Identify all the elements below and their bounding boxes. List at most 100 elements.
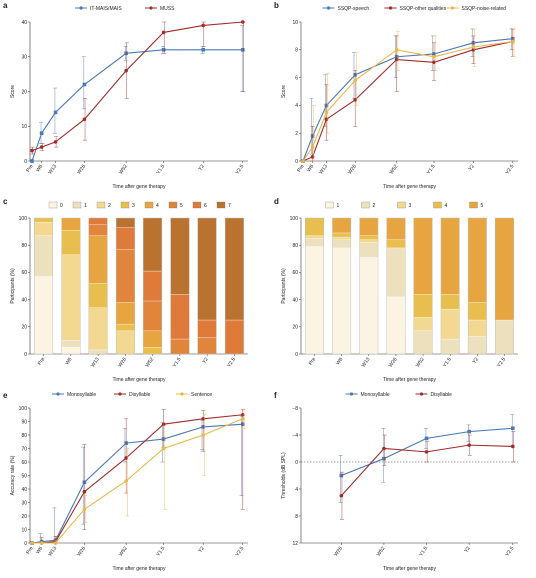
legend-swatch-d xyxy=(433,201,442,209)
series-b-2 xyxy=(301,28,517,163)
bar-segment xyxy=(305,238,324,247)
x-tick-label-d: Y2 xyxy=(472,357,481,366)
bar-stack-c-1 xyxy=(61,217,81,355)
y-tick-label-e: 60 xyxy=(21,460,27,466)
x-tick-label-e: Pre xyxy=(25,546,35,556)
y-tick-label-f: 8 xyxy=(295,514,298,520)
series-b-0 xyxy=(299,28,515,163)
bar-segment xyxy=(467,302,487,321)
bar-segment xyxy=(197,337,217,355)
x-tick-label-a: Y2 xyxy=(197,164,206,173)
x-tick-label-c: W26 xyxy=(117,357,128,369)
legend-swatch-d xyxy=(469,201,478,209)
data-point xyxy=(124,456,128,460)
x-tick-label-e: W13 xyxy=(47,546,58,558)
bar-segment xyxy=(359,239,379,243)
data-point xyxy=(82,82,87,87)
legend-swatch-c xyxy=(120,201,130,209)
bar-segment xyxy=(440,217,460,295)
x-tick-label-e: Y2 xyxy=(197,546,206,555)
bar-segment xyxy=(61,217,81,231)
series-line xyxy=(31,423,243,544)
bar-segment xyxy=(61,230,81,255)
bar-segment xyxy=(224,319,244,355)
legend-swatch-d xyxy=(361,201,370,209)
x-tick-label-b: W52 xyxy=(389,164,400,176)
bar-segment xyxy=(413,330,433,355)
y-tick-label-c: 40 xyxy=(21,297,27,303)
x-tick-label-d: Pre xyxy=(308,357,318,367)
x-tick-label-a: W26 xyxy=(76,164,87,176)
bar-segment xyxy=(386,247,406,298)
bar-segment xyxy=(440,338,460,355)
bar-segment xyxy=(413,294,433,318)
x-tick-label-d: Y2.5 xyxy=(496,357,507,369)
y-axis-label-a: Score xyxy=(10,85,16,98)
x-tick-label-e: Y1.5 xyxy=(155,546,166,558)
y-tick-label-f: 12 xyxy=(292,541,298,547)
y-tick-label-b: 10 xyxy=(292,20,298,26)
bar-stack-d-6 xyxy=(467,217,487,355)
data-point xyxy=(432,54,436,59)
legend-label-c: 4 xyxy=(156,203,159,209)
legend-marker-a xyxy=(149,6,153,10)
y-tick-label-c: 20 xyxy=(21,325,27,331)
y-tick-label-a: 0 xyxy=(24,159,27,165)
bar-outline xyxy=(467,217,487,355)
data-point xyxy=(310,155,315,159)
bar-stack-d-4 xyxy=(413,217,433,355)
y-tick-label-e: 90 xyxy=(21,419,27,425)
bar-segment xyxy=(359,242,379,258)
legend-label-c: 2 xyxy=(108,203,111,209)
data-point xyxy=(201,433,205,437)
data-point xyxy=(82,489,87,494)
y-axis-label-b: Score xyxy=(281,85,287,98)
y-tick-label-b: 2 xyxy=(295,131,298,137)
legend-label-d: 3 xyxy=(409,203,412,209)
bar-segment xyxy=(170,338,190,355)
bar-outline xyxy=(34,217,54,355)
series-f-0 xyxy=(338,414,515,503)
series-a-1 xyxy=(30,20,246,155)
data-point xyxy=(353,78,357,83)
legend-swatch-c xyxy=(48,201,58,209)
x-tick-label-a: W6 xyxy=(35,164,44,174)
bar-stack-d-2 xyxy=(359,217,379,355)
legend-swatch-c xyxy=(192,201,202,209)
legend-marker-a xyxy=(79,6,83,10)
bar-segment xyxy=(143,330,163,348)
data-point xyxy=(240,412,245,417)
x-tick-label-d: Y1.5 xyxy=(442,357,453,369)
bar-segment xyxy=(61,340,81,348)
x-axis-label-d: Time after gene therapy xyxy=(383,377,436,383)
panel-letter-a: a xyxy=(3,1,8,10)
data-point xyxy=(511,39,515,44)
bar-outline xyxy=(170,217,190,355)
data-point xyxy=(471,48,476,52)
series-line xyxy=(31,21,243,152)
bar-outline xyxy=(88,217,108,355)
bar-segment xyxy=(359,257,379,355)
x-tick-label-c: Y2 xyxy=(201,357,210,366)
bar-segment xyxy=(495,217,514,321)
legend-marker-f xyxy=(349,392,354,396)
legend-swatch-c xyxy=(168,201,178,209)
legend-marker-b xyxy=(450,6,455,10)
data-point xyxy=(53,110,58,115)
bar-segment xyxy=(386,239,406,249)
legend-label-a: IT-MAIS/MAIS xyxy=(90,6,122,12)
bar-segment xyxy=(386,296,406,355)
y-tick-label-b: 4 xyxy=(295,103,298,109)
legend-label-e: Disyllable xyxy=(129,392,151,398)
data-point xyxy=(467,443,471,447)
y-tick-label-f: −8 xyxy=(292,406,298,412)
x-tick-label-e: Y2.5 xyxy=(235,546,246,558)
series-line xyxy=(302,40,513,162)
data-point xyxy=(39,145,44,149)
y-tick-label-e: 50 xyxy=(21,473,27,479)
legend-marker-e xyxy=(180,392,184,396)
bar-segment xyxy=(332,232,352,238)
x-tick-label-d: W26 xyxy=(388,357,399,369)
data-point xyxy=(424,436,429,441)
y-tick-label-e: 100 xyxy=(19,406,28,412)
